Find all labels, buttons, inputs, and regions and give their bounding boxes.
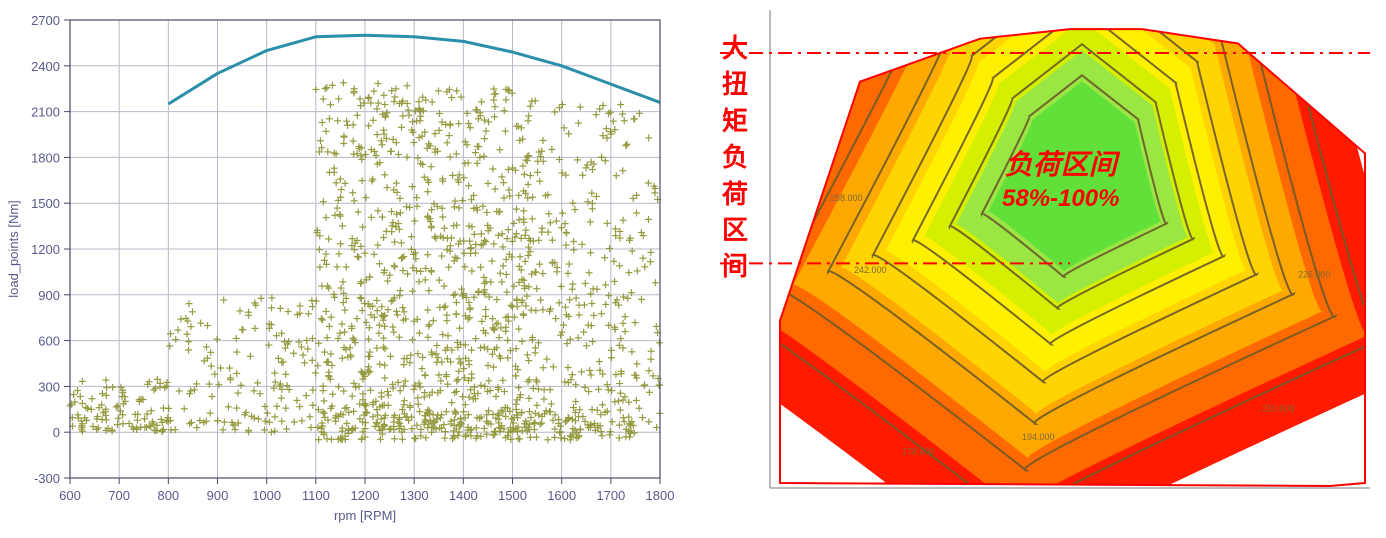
svg-text:226.000: 226.000 (1298, 270, 1331, 280)
svg-text:600: 600 (38, 334, 60, 349)
svg-text:1200: 1200 (351, 488, 380, 503)
svg-text:1300: 1300 (400, 488, 429, 503)
svg-text:700: 700 (108, 488, 130, 503)
svg-text:2700: 2700 (31, 13, 60, 28)
svg-text:210.000: 210.000 (1262, 404, 1295, 414)
left-scatter-chart: 600 700 800 900 1000 1100 1200 1300 1400 1500 1600… (0, 0, 680, 538)
svg-text:1700: 1700 (596, 488, 625, 503)
svg-text:1400: 1400 (449, 488, 478, 503)
svg-text:258.000: 258.000 (830, 193, 863, 203)
svg-text:1800: 1800 (646, 488, 675, 503)
svg-text:1500: 1500 (31, 196, 60, 211)
svg-text:2100: 2100 (31, 105, 60, 120)
svg-text:900: 900 (38, 288, 60, 303)
svg-text:1600: 1600 (547, 488, 576, 503)
svg-text:194.000: 194.000 (1022, 432, 1055, 442)
svg-text:2400: 2400 (31, 59, 60, 74)
svg-text:1000: 1000 (252, 488, 281, 503)
svg-text:600: 600 (59, 488, 81, 503)
svg-text:900: 900 (207, 488, 229, 503)
svg-text:1800: 1800 (31, 150, 60, 165)
svg-text:178.000: 178.000 (902, 447, 935, 457)
svg-text:load_points [Nm]: load_points [Nm] (6, 200, 21, 298)
svg-text:-300: -300 (34, 471, 60, 486)
figure-row: 600 700 800 900 1000 1100 1200 1300 1400 1500 1600… (0, 0, 1386, 538)
right-contour-chart: 178.000 194.000 210.000 226.000 242.000 258.0… (680, 0, 1386, 538)
svg-text:rpm [RPM]: rpm [RPM] (334, 508, 396, 523)
svg-text:1500: 1500 (498, 488, 527, 503)
svg-text:0: 0 (53, 425, 60, 440)
svg-text:1200: 1200 (31, 242, 60, 257)
svg-text:1100: 1100 (302, 488, 330, 503)
svg-text:800: 800 (157, 488, 179, 503)
svg-text:300: 300 (38, 379, 60, 394)
svg-text:242.000: 242.000 (854, 265, 887, 275)
